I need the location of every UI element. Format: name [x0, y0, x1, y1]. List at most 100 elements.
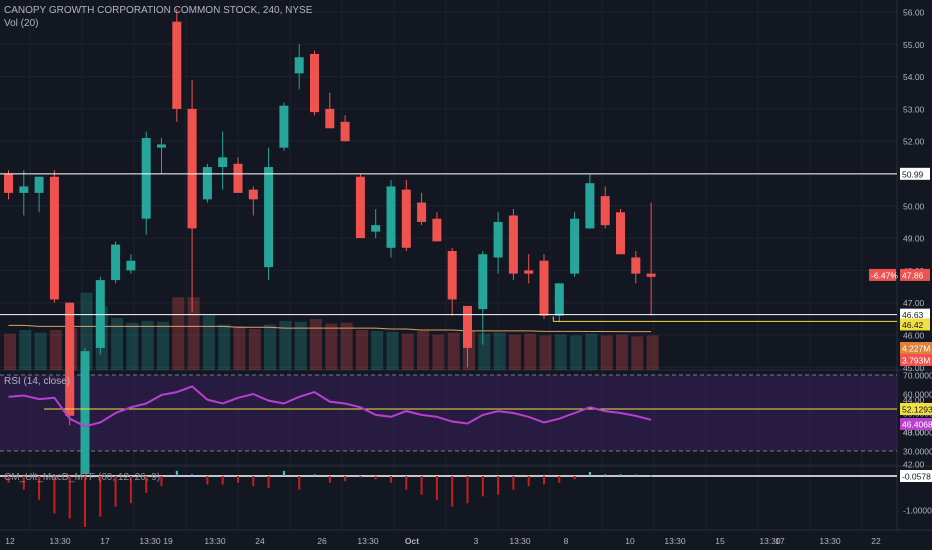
time-axis[interactable]: 12 13:30 17 13:30 19 13:30 24 26 13:30 Oct 3 13:30 8…: [5, 536, 881, 546]
macd-histogram-bar: [619, 474, 622, 476]
candle-body: [4, 173, 13, 193]
macd-histogram-bar: [282, 470, 285, 476]
candle-body: [202, 167, 212, 200]
volume-bar: [310, 319, 322, 370]
macd-histogram-bar: [7, 476, 10, 483]
price-tick-label: 50.00: [903, 201, 925, 211]
volume-moving-average-line: [8, 324, 652, 333]
macd-histogram-bar: [481, 476, 484, 497]
volume-bar: [49, 329, 62, 370]
time-tick-label: 13:30: [357, 536, 379, 546]
candle-body: [310, 53, 319, 113]
time-tick-label: 12: [5, 536, 15, 546]
macd-histogram-bar: [252, 476, 255, 487]
macd-histogram-bar: [99, 476, 102, 517]
candle-body: [80, 351, 90, 474]
macd-histogram-bar: [543, 476, 545, 485]
volume-bar: [508, 334, 521, 370]
price-change-badge: -6.47%: [871, 270, 898, 280]
candle-body: [463, 305, 472, 348]
rsi-legend[interactable]: RSI (14, close): [4, 376, 71, 387]
candle-body: [432, 218, 442, 242]
macd-histogram-bar: [344, 476, 347, 482]
candle-body: [508, 215, 518, 274]
support-level-badge-bg: [900, 318, 930, 331]
time-tick-label: 3: [474, 536, 479, 546]
time-tick-label: 8: [564, 536, 569, 546]
macd-histogram-bar: [405, 476, 408, 490]
macd-histogram-bar: [22, 476, 25, 490]
rsi-tick-label: 30.0000: [903, 447, 932, 457]
rsi-background-band: [0, 375, 897, 451]
level-badge-bg: [900, 167, 930, 180]
candle-body: [447, 251, 457, 300]
macd-histogram-bar: [435, 476, 438, 500]
macd-histogram-bar: [191, 474, 194, 476]
macd-histogram-bar: [206, 476, 209, 485]
candle-body: [524, 270, 534, 274]
time-tick-label: 17: [100, 536, 110, 546]
volume-bar: [646, 335, 659, 370]
macd-histogram-bar: [160, 476, 163, 487]
candle-body: [631, 257, 641, 274]
candle-body: [65, 302, 75, 416]
volume-bar: [34, 332, 47, 370]
volume-bar: [4, 333, 16, 370]
macd-histogram-bar: [573, 476, 576, 480]
candle-body: [248, 189, 258, 200]
volume-bar: [585, 333, 598, 370]
volume-bar: [264, 324, 277, 370]
candle-body: [539, 260, 549, 316]
rsi-level-badge: 52.1293: [902, 404, 932, 414]
volume-legend[interactable]: Vol (20): [4, 18, 39, 29]
time-tick-label: 10: [625, 536, 635, 546]
macd-histogram-bar: [38, 476, 41, 500]
level-badge: 50.99: [902, 169, 924, 179]
candle-body: [478, 254, 488, 310]
macd-histogram-bar: [558, 476, 561, 483]
macd-histogram-bar: [129, 476, 132, 504]
candle-body: [187, 108, 197, 229]
price-axis[interactable]: 56.0055.0054.0053.0052.0051.0050.0049.00…: [869, 8, 932, 516]
volume-bar: [325, 323, 338, 370]
volume-bar: [355, 329, 368, 370]
candle-body: [570, 218, 580, 274]
macd-histogram-bar: [604, 474, 607, 476]
time-tick-label: 22: [871, 536, 881, 546]
rsi-value-badge-bg: [900, 418, 932, 430]
price-tick-label: 45.00: [903, 363, 925, 373]
volume-bar: [570, 335, 583, 370]
macd-histogram-bar: [374, 476, 377, 480]
rsi-band: [0, 374, 897, 452]
time-tick-label: 13:30: [139, 536, 161, 546]
macd-histogram-bar: [466, 476, 469, 504]
rsi-series-line: [8, 385, 652, 428]
volume-bar: [386, 331, 399, 370]
price-tick-label: 42.00: [903, 460, 925, 470]
macd-histogram-bar: [237, 476, 239, 483]
horizontal-levels[interactable]: [0, 173, 897, 322]
volume-bar: [294, 321, 307, 370]
volume-bar: [80, 292, 93, 370]
volume-last-badge-bg: [900, 354, 932, 366]
volume-bar: [539, 335, 552, 370]
rsi-tick-label: 40.0000: [903, 428, 932, 438]
candle-body: [141, 137, 151, 219]
macd-histogram-bar: [650, 475, 653, 477]
rsi-line: [8, 385, 897, 428]
price-tick-label: 56.00: [903, 8, 925, 18]
symbol-legend[interactable]: CANOPY GROWTH CORPORATION COMMON STOCK, …: [4, 5, 313, 16]
rsi-tick-label: 60.0000: [903, 390, 932, 400]
time-tick-label: 13:30: [759, 536, 781, 546]
rsi-value-badge: 46.4068: [902, 420, 932, 430]
macd-legend[interactable]: CM_Ult_MacD_MTF (60, 12, 26, 9): [4, 472, 161, 483]
time-tick-label: 24: [255, 536, 265, 546]
candle-body: [646, 273, 656, 277]
candle-body: [279, 105, 289, 148]
candle-body: [49, 176, 59, 300]
volume-bar: [616, 334, 628, 370]
macd-histogram-bar: [390, 476, 392, 483]
time-tick-label: 19: [163, 536, 173, 546]
